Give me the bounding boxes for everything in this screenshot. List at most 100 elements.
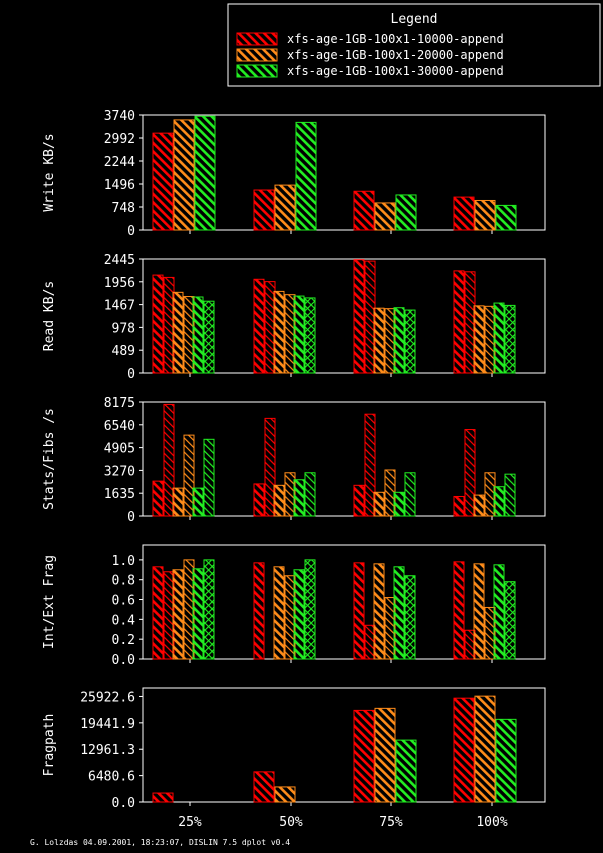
bar-100pct-s1-1 [453, 561, 465, 660]
legend: Legend xfs-age-1GB-100x1-10000-append xfs… [227, 3, 601, 87]
y-tick-label: 2992 [104, 132, 135, 147]
y-tick-label: 0 [127, 510, 135, 525]
bar-75pct-s3 [395, 739, 417, 803]
bar-50pct-s1-1 [253, 562, 265, 660]
y-tick-label: 0.4 [112, 613, 136, 628]
bar-75pct-s2 [374, 707, 396, 803]
bar-75pct-s1-1 [353, 484, 365, 517]
y-tick-label: 0.2 [112, 633, 135, 648]
bar-50pct-s3-1 [293, 569, 305, 660]
bar-100pct-s1 [453, 196, 475, 231]
y-tick-label: 6480.6 [88, 770, 135, 785]
x-tick-label: 25% [178, 815, 202, 830]
plot-frame [142, 258, 546, 374]
y-tick-label: 1467 [104, 299, 135, 314]
y-tick-label: 1956 [104, 276, 135, 291]
bar-100pct-s3-1 [493, 302, 505, 374]
chart-panel-5: 0.0 6480.6 12961.3 19441.9 25922.6 Fragpath 25… [42, 687, 546, 830]
y-tick-label: 0.0 [112, 796, 135, 811]
bar-50pct-s1 [253, 189, 275, 231]
bar-75pct-s2 [374, 202, 396, 231]
bar-50pct-s2-1 [273, 484, 285, 517]
bar-25pct-s1 [152, 132, 174, 231]
bar-50pct-s1-1 [253, 483, 265, 517]
y-tick-label: 4905 [104, 442, 135, 457]
bar-100pct-s3 [495, 204, 517, 231]
y-tick-label: 0.8 [112, 574, 135, 589]
y-tick-label: 1635 [104, 487, 135, 502]
bar-75pct-s3-2 [404, 575, 416, 660]
legend-label-2: xfs-age-1GB-100x1-20000-append [287, 48, 504, 62]
y-tick-label: 0 [127, 367, 135, 382]
bar-25pct-s2-1 [172, 291, 184, 374]
y-tick-label: 8175 [104, 396, 135, 411]
bar-50pct-s2 [274, 184, 296, 231]
bar-50pct-s3-2 [304, 297, 316, 374]
y-tick-label: 3740 [104, 109, 135, 124]
bar-50pct-s1 [253, 771, 275, 803]
y-tick-label: 0.0 [112, 653, 135, 668]
y-axis-label: Read KB/s [42, 281, 57, 351]
bar-75pct-s2-1 [373, 307, 385, 374]
x-tick-label: 75% [379, 815, 403, 830]
y-tick-label: 19441.9 [80, 717, 135, 732]
bar-25pct-s3 [194, 115, 216, 231]
bar-50pct-s2-1 [273, 566, 285, 660]
bar-75pct-s1-1 [353, 259, 365, 374]
bar-25pct-s3-1 [192, 296, 204, 374]
bar-100pct-s2-1 [473, 494, 485, 517]
y-tick-label: 3270 [104, 464, 135, 479]
legend-label-1: xfs-age-1GB-100x1-10000-append [287, 32, 504, 46]
bar-75pct-s3-1 [393, 307, 405, 374]
bar-25pct-s1-2 [163, 403, 175, 517]
bar-100pct-s3-1 [493, 486, 505, 517]
bar-100pct-s1 [453, 697, 475, 803]
chart-panel-1: 0 748 1496 2244 2992 3740 Write KB/s [42, 109, 546, 239]
bar-25pct-s2-1 [172, 487, 184, 517]
bar-100pct-s2 [474, 199, 496, 231]
plot-frame [142, 114, 546, 231]
bar-50pct-s3-1 [293, 295, 305, 374]
bar-25pct-s3-1 [192, 568, 204, 660]
bar-25pct-s2-2 [183, 434, 195, 517]
chart-panel-2: 0 489 978 1467 1956 2445 Read KB/s [42, 253, 546, 382]
bar-50pct-s2 [274, 786, 296, 803]
y-tick-label: 489 [112, 344, 135, 359]
bar-50pct-s1-1 [253, 278, 265, 374]
bar-100pct-s3-2 [504, 473, 516, 517]
legend-swatch-3 [236, 64, 278, 78]
y-tick-label: 978 [112, 321, 135, 336]
y-tick-label: 0 [127, 224, 135, 239]
bar-100pct-s3-2 [504, 581, 516, 660]
bar-50pct-s1-2 [264, 417, 276, 517]
bar-25pct-s1 [152, 792, 174, 803]
bar-25pct-s2 [173, 119, 195, 231]
y-axis-label: Stats/Fibs /s [42, 408, 57, 510]
y-tick-label: 1.0 [112, 554, 135, 569]
legend-label-3: xfs-age-1GB-100x1-30000-append [287, 64, 504, 78]
bar-75pct-s1 [353, 709, 375, 803]
bar-25pct-s3-2 [203, 438, 215, 517]
bar-25pct-s1-1 [152, 566, 164, 660]
legend-swatch-2 [236, 48, 278, 62]
bar-75pct-s3-1 [393, 566, 405, 660]
legend-box [227, 3, 601, 87]
bar-100pct-s2-1 [473, 305, 485, 374]
y-tick-label: 0.6 [112, 594, 135, 609]
chart-panel-4: 0.0 0.2 0.4 0.6 0.8 1.0 Int/Ext Frag [42, 544, 546, 668]
bar-75pct-s3 [395, 194, 417, 231]
bar-75pct-s1-2 [364, 413, 376, 517]
bar-100pct-s1-1 [453, 495, 465, 517]
bar-100pct-s3-1 [493, 564, 505, 660]
y-axis-label: Fragpath [42, 714, 57, 777]
bar-75pct-s3-2 [404, 309, 416, 374]
y-tick-label: 12961.3 [80, 743, 135, 758]
bar-75pct-s2-1 [373, 491, 385, 517]
bar-50pct-s3 [295, 121, 317, 231]
bar-75pct-s3-2 [404, 472, 416, 517]
legend-swatch-1 [236, 32, 278, 46]
bar-50pct-s3-1 [293, 479, 305, 517]
bar-25pct-s1-1 [152, 480, 164, 517]
chart-panel-3: 0 1635 3270 4905 6540 8175 Stats/Fibs /s [42, 396, 546, 525]
